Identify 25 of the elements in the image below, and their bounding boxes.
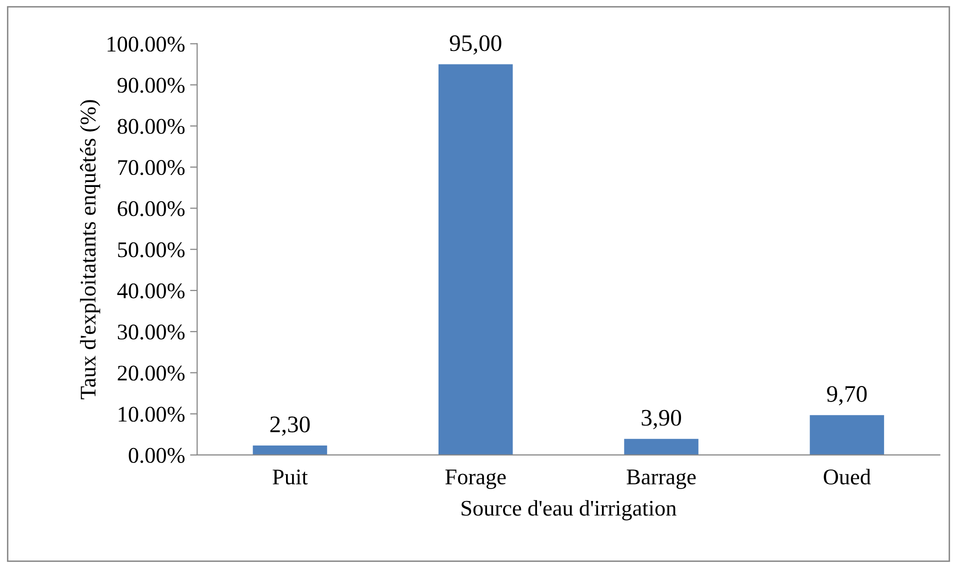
data-label: 2,30	[270, 416, 310, 436]
y-tick-label: 100.00%	[108, 36, 185, 52]
x-tick-label: Puit	[272, 470, 308, 484]
y-tick-label: 90.00%	[118, 78, 185, 93]
y-tick-label: 60.00%	[118, 201, 185, 216]
y-axis-title: Taux d'exploitatants enquêtés (%)	[80, 100, 100, 400]
y-tick-label: 50.00%	[118, 242, 185, 258]
data-label: 95,00	[450, 35, 502, 55]
bar	[624, 438, 698, 455]
x-axis-title: Source d'eau d'irrigation	[462, 500, 676, 520]
y-tick-label: 40.00%	[117, 283, 185, 298]
data-label: 3,90	[642, 410, 682, 430]
y-tick-label: 0.00%	[128, 448, 185, 463]
data-label: 9,70	[827, 386, 867, 406]
y-tick-label: 30.00%	[118, 324, 185, 340]
x-tick-label: Forage	[445, 470, 506, 490]
bar	[810, 415, 884, 455]
x-tick-label: Oued	[824, 468, 871, 484]
y-tick-label: 20.00%	[118, 366, 185, 381]
y-tick-label: 80.00%	[118, 118, 185, 134]
x-tick-label: Barrage	[626, 470, 696, 490]
y-tick-label: 10.00%	[118, 406, 185, 422]
bar	[438, 64, 513, 455]
y-tick-label: 70.00%	[118, 160, 185, 176]
bar	[252, 446, 328, 455]
